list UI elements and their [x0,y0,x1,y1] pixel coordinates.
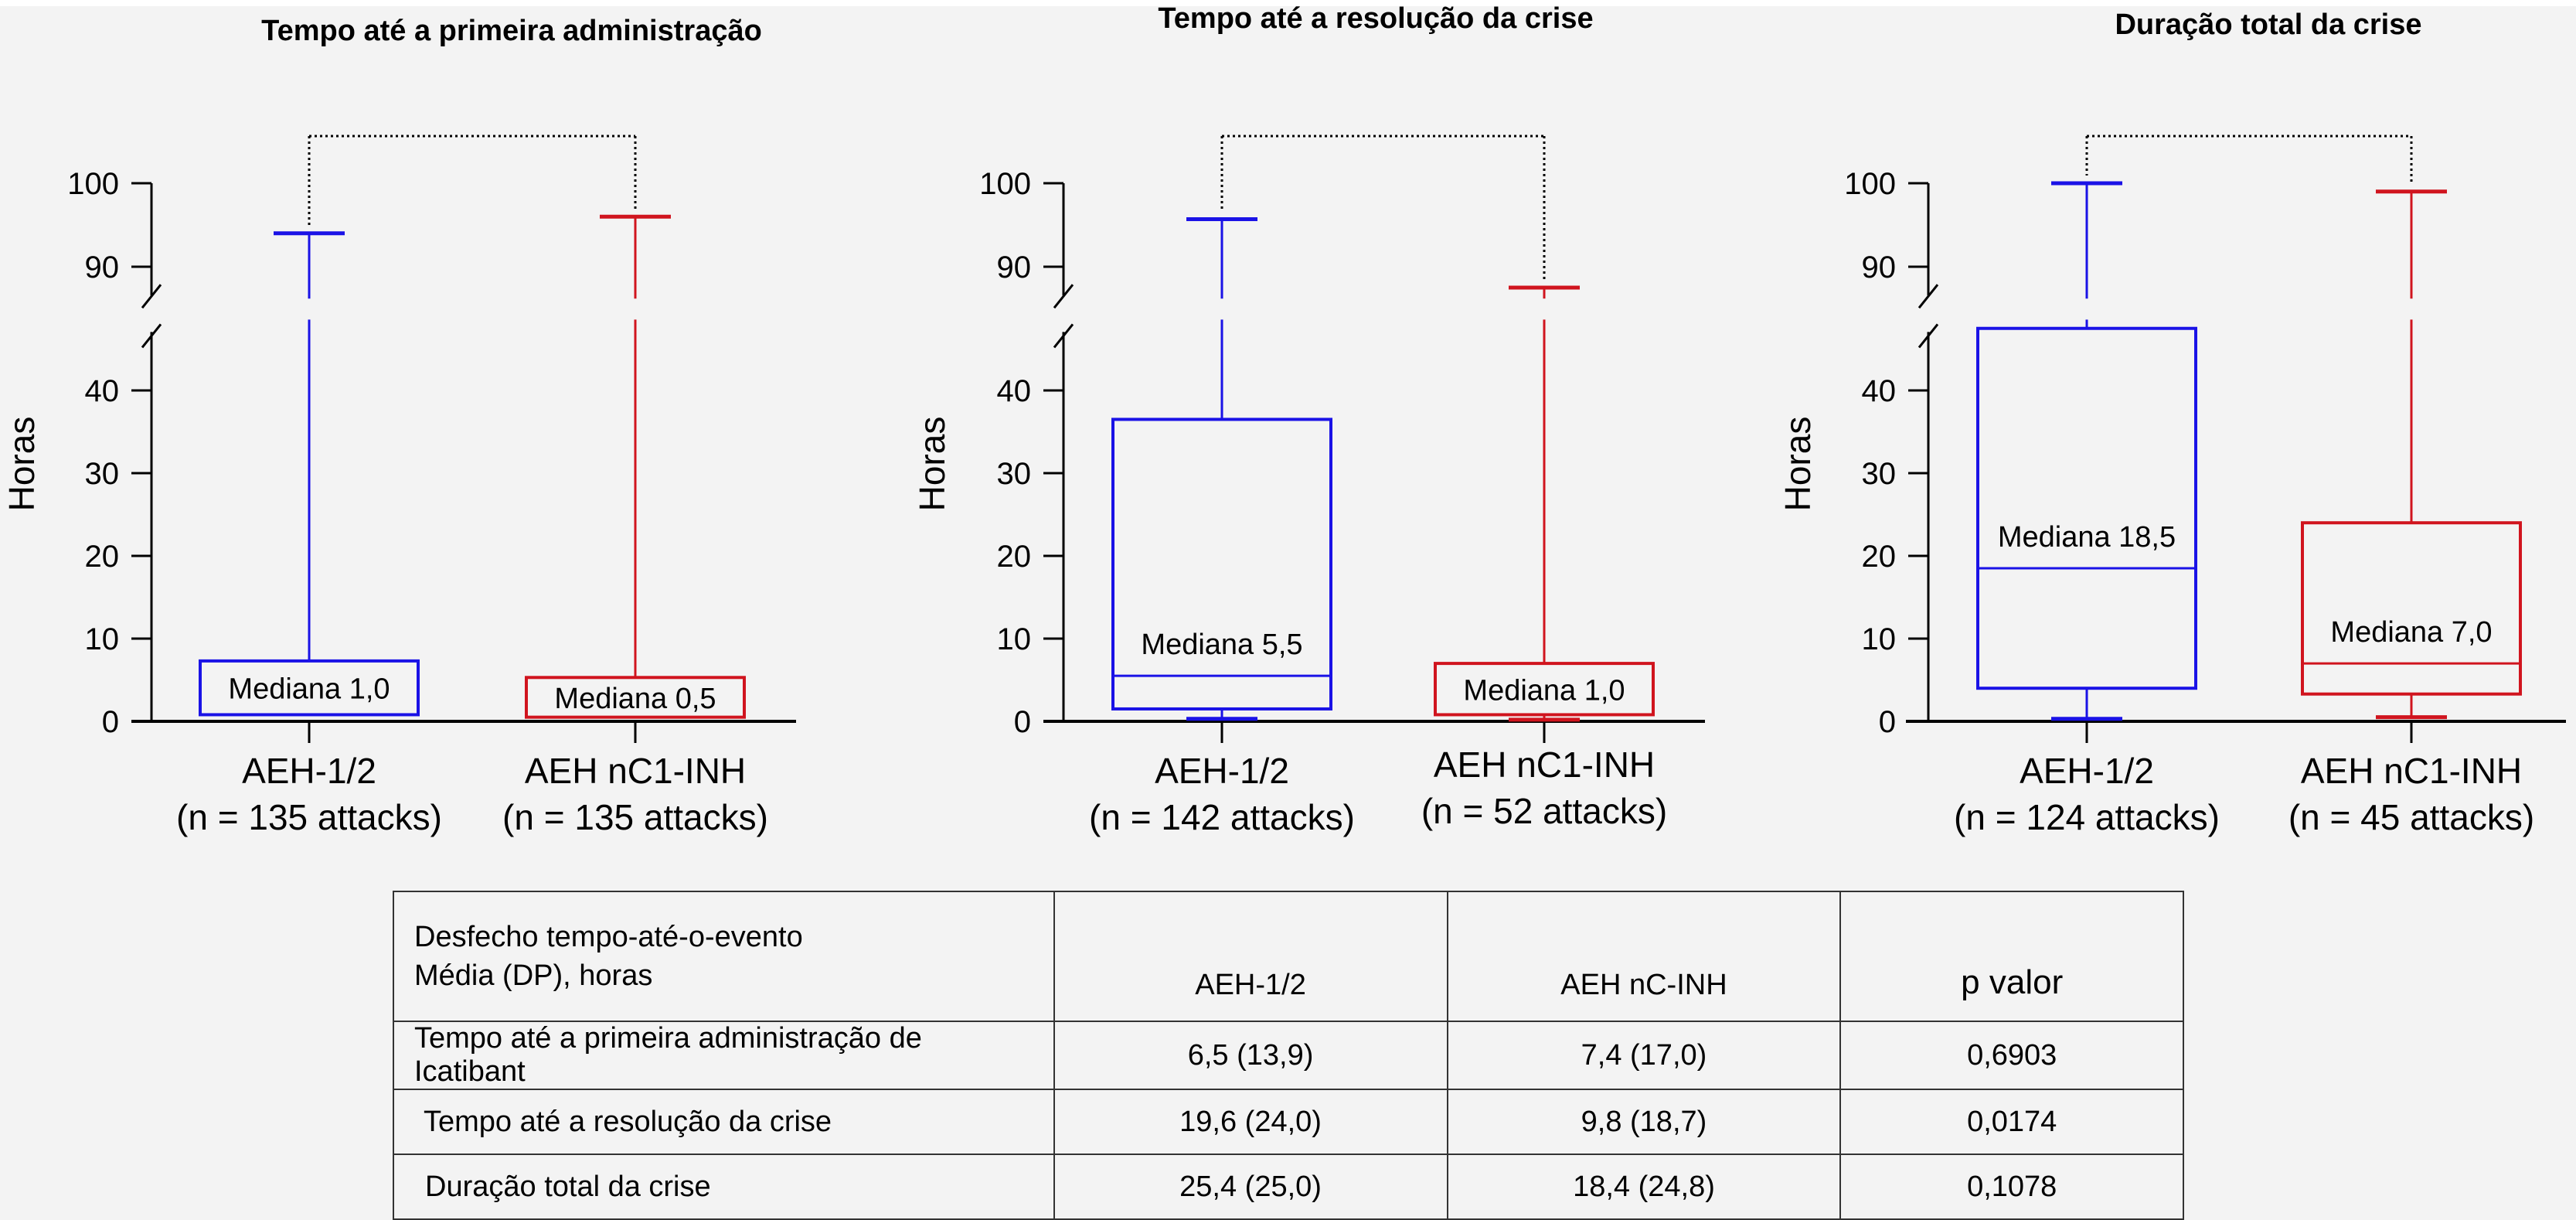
y-tick-label: 30 [1862,457,1897,491]
header-outcome: Desfecho tempo-até-o-evento Média (DP), … [393,891,1055,1022]
panel-title: Duração total da crise [2115,9,2421,41]
panel-title: Tempo até a primeira administração [261,15,762,47]
comparison-bracket [1220,135,1546,280]
median-label: Mediana 1,0 [1463,674,1625,707]
row-group1-value: 25,4 (25,0) [1053,1154,1448,1220]
row-group2-value: 7,4 (17,0) [1446,1021,1842,1090]
summary-table: Desfecho tempo-até-o-evento Média (DP), … [393,891,2184,1220]
y-tick-label: 10 [85,622,120,656]
header-group2: AEH nC-INH [1446,891,1842,1022]
comparison-bracket [2085,135,2413,184]
row-p-value: 0,6903 [1839,1021,2184,1090]
box-iqr [525,676,746,719]
row-group2-value: 9,8 (18,7) [1446,1089,1842,1155]
boxplot-figure: Tempo até a primeira administração Horas 0… [2,2,2566,837]
y-tick-label: 10 [1862,622,1897,656]
row-group2-value: 18,4 (24,8) [1446,1154,1842,1220]
y-tick-label: 40 [1862,374,1897,408]
x-category-sublabel: (n = 135 attacks) [176,797,442,837]
row-p-value: 0,0174 [1839,1089,2184,1155]
axis-break-mark [141,323,162,349]
box-aeh-1-2: Mediana 18,5 AEH-1/2 (n = 124 attacks) [1954,181,2220,837]
row-label: Duração total da crise [393,1154,1055,1220]
comparison-bracket [308,135,637,226]
boxplot-panel-2: Tempo até a resolução da crise Horas 0 10 20… [912,2,1705,837]
row-group1-value: 6,5 (13,9) [1053,1021,1448,1090]
y-axis-label: Horas [912,417,952,512]
y-tick-label: 90 [85,250,120,285]
axis-break-mark [1053,323,1074,349]
box-iqr [1976,326,2197,690]
x-category-label: AEH-1/2 [242,751,376,791]
y-tick-label: 40 [85,374,120,408]
boxplot-panel-3: Duração total da crise Horas 0 10 20 30 40 90 10… [1778,9,2566,837]
axis-break-mark [141,284,162,309]
x-category-sublabel: (n = 135 attacks) [502,797,768,837]
y-tick-label: 40 [997,374,1032,408]
median-label: Mediana 1,0 [228,673,390,706]
box-aeh-1-2: Mediana 5,5 AEH-1/2 (n = 142 attacks) [1089,216,1355,837]
table-row: Duração total da crise 25,4 (25,0) 18,4 … [393,1154,2184,1220]
x-category-label: AEH-1/2 [1155,751,1289,791]
x-category-label: AEH nC1-INH [2301,751,2522,791]
y-tick-label: 10 [997,622,1032,656]
median-label: Mediana 7,0 [2330,616,2492,649]
median-label: Mediana 5,5 [1141,629,1302,661]
row-label: Tempo até a primeira administração de Ic… [393,1021,1055,1090]
axis-break-mark [1918,323,1939,349]
y-axis-label: Horas [1778,417,1818,512]
x-category-label: AEH nC1-INH [1434,745,1655,785]
median-label: Mediana 18,5 [1998,521,2176,554]
box-iqr [2301,521,2522,696]
y-tick-label: 0 [102,705,119,739]
box-aeh-nc1-inh: Mediana 7,0 AEH nC1-INH (n = 45 attacks) [2288,189,2534,837]
row-p-value: 0,1078 [1839,1154,2184,1220]
panel-title: Tempo até a resolução da crise [1158,2,1593,35]
x-category-sublabel: (n = 142 attacks) [1089,797,1355,837]
x-category-label: AEH nC1-INH [525,751,746,791]
boxplot-panel-1: Tempo até a primeira administração Horas 0… [2,15,796,837]
y-tick-label: 30 [997,457,1032,491]
top-strip [0,0,2576,6]
box-aeh-nc1-inh: Mediana 1,0 AEH nC1-INH (n = 52 attacks) [1421,285,1667,831]
box-iqr [1434,662,1655,717]
y-tick-label: 20 [85,540,120,574]
x-category-sublabel: (n = 45 attacks) [2288,797,2534,837]
table-row: Tempo até a resolução da crise 19,6 (24,… [393,1089,2184,1155]
median-label: Mediana 0,5 [554,683,716,715]
table-header-row: Desfecho tempo-até-o-evento Média (DP), … [393,891,2184,1022]
y-tick-label: 90 [997,250,1032,285]
x-category-sublabel: (n = 124 attacks) [1954,797,2220,837]
row-label: Tempo até a resolução da crise [393,1089,1055,1155]
x-category-label: AEH-1/2 [2020,751,2154,791]
y-tick-label: 20 [1862,540,1897,574]
y-tick-label: 100 [1844,167,1896,201]
axis-break-mark [1918,284,1939,309]
y-tick-label: 100 [979,167,1031,201]
axis-break-mark [1053,284,1074,309]
header-group1: AEH-1/2 [1053,891,1448,1022]
box-aeh-1-2: Mediana 1,0 AEH-1/2 (n = 135 attacks) [176,231,442,837]
box-iqr [199,659,420,717]
box-aeh-nc1-inh: Mediana 0,5 AEH nC1-INH (n = 135 attacks) [502,214,768,837]
header-p-value: p valor [1839,891,2184,1022]
box-iqr [1111,417,1332,711]
x-category-sublabel: (n = 52 attacks) [1421,791,1667,831]
y-tick-label: 100 [67,167,119,201]
y-tick-label: 30 [85,457,120,491]
header-outcome-line2: Média (DP), horas [414,959,653,992]
table-row: Tempo até a primeira administração de Ic… [393,1021,2184,1090]
y-tick-label: 0 [1014,705,1031,739]
y-axis-label: Horas [2,417,42,512]
row-group1-value: 19,6 (24,0) [1053,1089,1448,1155]
y-tick-label: 0 [1879,705,1896,739]
header-outcome-line1: Desfecho tempo-até-o-evento [414,921,803,953]
y-tick-label: 90 [1862,250,1897,285]
y-tick-label: 20 [997,540,1032,574]
